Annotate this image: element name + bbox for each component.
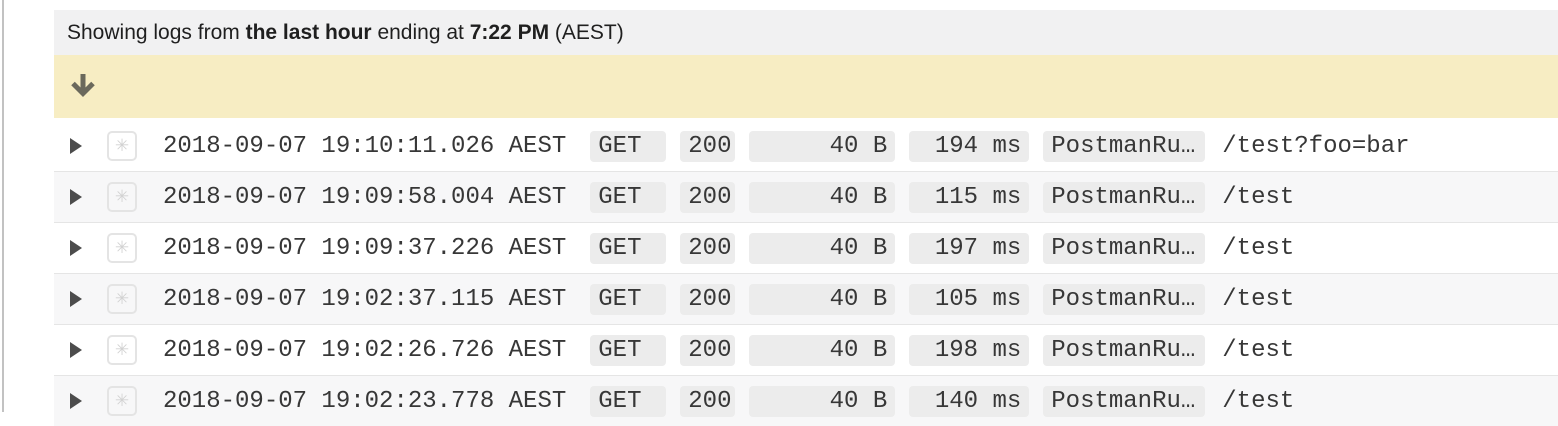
request-path: /test: [1222, 387, 1295, 415]
log-timestamp: 2018-09-07 19:09:37.226 AEST: [163, 234, 567, 262]
banner-prefix: Showing logs from: [67, 20, 246, 44]
latency-badge: 140 ms: [909, 385, 1030, 417]
log-timestamp: 2018-09-07 19:02:26.726 AEST: [163, 336, 567, 364]
jump-to-now-bar: [54, 55, 1558, 118]
response-size-badge: 40 B: [749, 232, 896, 264]
request-path: /test: [1222, 285, 1295, 313]
latency-badge: 198 ms: [909, 334, 1030, 366]
user-agent-badge: PostmanRu…: [1043, 385, 1206, 417]
latency-badge: 197 ms: [909, 232, 1030, 264]
expand-row-icon[interactable]: [70, 393, 82, 409]
user-agent-badge: PostmanRu…: [1043, 130, 1206, 162]
log-timestamp: 2018-09-07 19:09:58.004 AEST: [163, 183, 567, 211]
log-row[interactable]: ✳ 2018-09-07 19:10:11.026 AEST GET 200 4…: [54, 121, 1558, 171]
timeframe-banner: Showing logs from the last hour ending a…: [54, 10, 1558, 55]
user-agent-badge: PostmanRu…: [1043, 334, 1206, 366]
user-agent-badge: PostmanRu…: [1043, 232, 1206, 264]
http-status-badge: 200: [680, 181, 736, 213]
http-method-badge: GET: [590, 130, 667, 162]
asterisk-icon[interactable]: ✳: [107, 284, 137, 314]
asterisk-glyph: ✳: [114, 135, 130, 156]
http-method-badge: GET: [590, 181, 667, 213]
banner-middle: ending at: [371, 20, 470, 44]
log-timestamp: 2018-09-07 19:02:23.778 AEST: [163, 387, 567, 415]
asterisk-glyph: ✳: [114, 339, 130, 360]
log-row[interactable]: ✳ 2018-09-07 19:02:37.115 AEST GET 200 4…: [54, 273, 1558, 324]
request-path: /test: [1222, 183, 1295, 211]
http-method-badge: GET: [590, 385, 667, 417]
log-row[interactable]: ✳ 2018-09-07 19:02:26.726 AEST GET 200 4…: [54, 324, 1558, 375]
timeframe-banner-text: Showing logs from the last hour ending a…: [67, 21, 624, 45]
asterisk-glyph: ✳: [114, 288, 130, 309]
http-status-badge: 200: [680, 334, 736, 366]
expand-row-icon[interactable]: [70, 240, 82, 256]
log-row[interactable]: ✳ 2018-09-07 19:09:37.226 AEST GET 200 4…: [54, 222, 1558, 273]
expand-row-icon[interactable]: [70, 138, 82, 154]
request-path: /test?foo=bar: [1222, 132, 1410, 160]
asterisk-glyph: ✳: [114, 390, 130, 411]
expand-row-icon[interactable]: [70, 189, 82, 205]
expand-row-icon[interactable]: [70, 291, 82, 307]
panel-left-edge: [2, 0, 4, 412]
log-table: ✳ 2018-09-07 19:10:11.026 AEST GET 200 4…: [54, 121, 1558, 426]
response-size-badge: 40 B: [749, 181, 896, 213]
expand-row-icon[interactable]: [70, 342, 82, 358]
http-method-badge: GET: [590, 283, 667, 315]
http-status-badge: 200: [680, 232, 736, 264]
http-status-badge: 200: [680, 283, 736, 315]
response-size-badge: 40 B: [749, 334, 896, 366]
latency-badge: 115 ms: [909, 181, 1030, 213]
log-row[interactable]: ✳ 2018-09-07 19:09:58.004 AEST GET 200 4…: [54, 171, 1558, 222]
user-agent-badge: PostmanRu…: [1043, 181, 1206, 213]
http-status-badge: 200: [680, 385, 736, 417]
user-agent-badge: PostmanRu…: [1043, 283, 1206, 315]
asterisk-icon[interactable]: ✳: [107, 233, 137, 263]
response-size-badge: 40 B: [749, 385, 896, 417]
asterisk-icon[interactable]: ✳: [107, 131, 137, 161]
latency-badge: 194 ms: [909, 130, 1030, 162]
response-size-badge: 40 B: [749, 283, 896, 315]
http-method-badge: GET: [590, 232, 667, 264]
asterisk-icon[interactable]: ✳: [107, 335, 137, 365]
response-size-badge: 40 B: [749, 130, 896, 162]
banner-suffix: (AEST): [549, 20, 624, 44]
banner-time: 7:22 PM: [469, 20, 550, 44]
asterisk-icon[interactable]: ✳: [107, 182, 137, 212]
request-path: /test: [1222, 234, 1295, 262]
asterisk-glyph: ✳: [114, 237, 130, 258]
request-path: /test: [1222, 336, 1295, 364]
log-timestamp: 2018-09-07 19:10:11.026 AEST: [163, 132, 567, 160]
down-arrow-icon[interactable]: [68, 70, 98, 104]
http-method-badge: GET: [590, 334, 667, 366]
banner-range: the last hour: [245, 20, 372, 44]
http-status-badge: 200: [680, 130, 736, 162]
log-row[interactable]: ✳ 2018-09-07 19:02:23.778 AEST GET 200 4…: [54, 375, 1558, 426]
logs-panel: Showing logs from the last hour ending a…: [54, 10, 1558, 426]
log-timestamp: 2018-09-07 19:02:37.115 AEST: [163, 285, 567, 313]
latency-badge: 105 ms: [909, 283, 1030, 315]
asterisk-glyph: ✳: [114, 186, 130, 207]
